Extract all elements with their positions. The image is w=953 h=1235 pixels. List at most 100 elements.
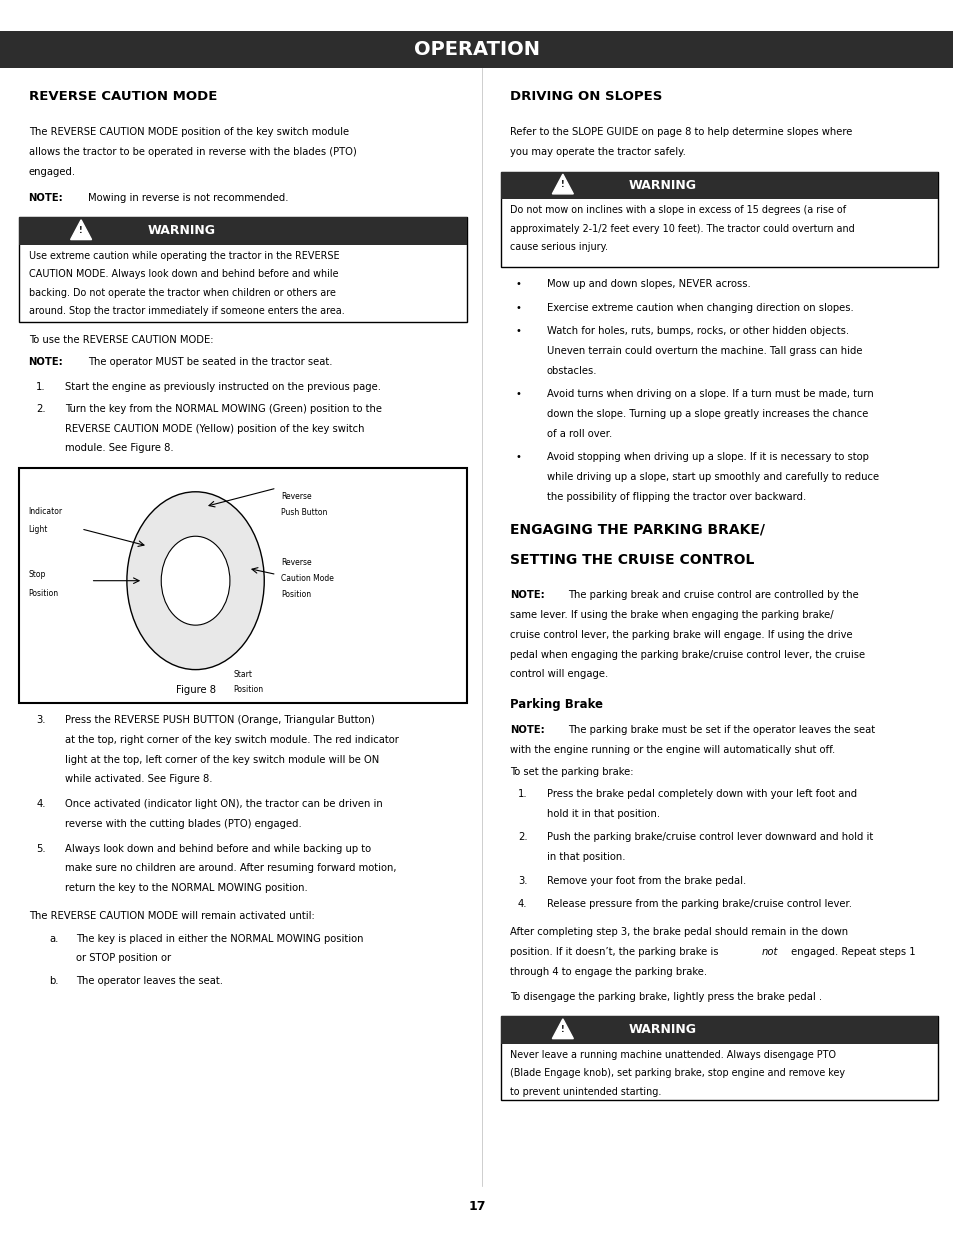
Text: position. If it doesn’t, the parking brake is: position. If it doesn’t, the parking bra… <box>510 947 721 957</box>
Text: Never leave a running machine unattended. Always disengage PTO: Never leave a running machine unattended… <box>510 1050 836 1060</box>
FancyBboxPatch shape <box>500 172 937 267</box>
Text: The REVERSE CAUTION MODE position of the key switch module: The REVERSE CAUTION MODE position of the… <box>29 127 349 137</box>
Text: Refer to the SLOPE GUIDE on page 8 to help determine slopes where: Refer to the SLOPE GUIDE on page 8 to he… <box>510 127 852 137</box>
Polygon shape <box>552 1019 573 1039</box>
Text: Exercise extreme caution when changing direction on slopes.: Exercise extreme caution when changing d… <box>546 303 853 312</box>
Circle shape <box>161 536 230 625</box>
Text: 3.: 3. <box>36 715 46 725</box>
Text: Avoid turns when driving on a slope. If a turn must be made, turn: Avoid turns when driving on a slope. If … <box>546 389 873 399</box>
Text: at the top, right corner of the key switch module. The red indicator: at the top, right corner of the key swit… <box>65 735 398 745</box>
Text: Once activated (indicator light ON), the tractor can be driven in: Once activated (indicator light ON), the… <box>65 799 382 809</box>
Text: SETTING THE CRUISE CONTROL: SETTING THE CRUISE CONTROL <box>510 553 754 567</box>
Text: backing. Do not operate the tractor when children or others are: backing. Do not operate the tractor when… <box>29 288 335 298</box>
Text: 3.: 3. <box>517 876 527 885</box>
Text: To use the REVERSE CAUTION MODE:: To use the REVERSE CAUTION MODE: <box>29 335 213 345</box>
Text: REVERSE CAUTION MODE (Yellow) position of the key switch: REVERSE CAUTION MODE (Yellow) position o… <box>65 424 364 433</box>
Text: The operator leaves the seat.: The operator leaves the seat. <box>76 976 223 986</box>
Text: or STOP position or: or STOP position or <box>76 953 172 963</box>
Text: 17: 17 <box>468 1199 485 1213</box>
Text: with the engine running or the engine will automatically shut off.: with the engine running or the engine wi… <box>510 745 835 755</box>
Text: control will engage.: control will engage. <box>510 669 608 679</box>
Text: 1.: 1. <box>517 789 527 799</box>
Text: not: not <box>760 947 777 957</box>
Text: To set the parking brake:: To set the parking brake: <box>510 767 633 777</box>
Text: engaged. Repeat steps 1: engaged. Repeat steps 1 <box>787 947 915 957</box>
Text: 2.: 2. <box>517 832 527 842</box>
Text: around. Stop the tractor immediately if someone enters the area.: around. Stop the tractor immediately if … <box>29 306 344 316</box>
FancyBboxPatch shape <box>19 217 467 245</box>
Text: down the slope. Turning up a slope greatly increases the chance: down the slope. Turning up a slope great… <box>546 409 867 419</box>
Text: Remove your foot from the brake pedal.: Remove your foot from the brake pedal. <box>546 876 745 885</box>
Text: NOTE:: NOTE: <box>510 725 544 735</box>
Text: reverse with the cutting blades (PTO) engaged.: reverse with the cutting blades (PTO) en… <box>65 819 301 829</box>
FancyBboxPatch shape <box>500 1016 937 1100</box>
Text: Position: Position <box>281 590 312 599</box>
Text: Press the brake pedal completely down with your left foot and: Press the brake pedal completely down wi… <box>546 789 856 799</box>
Text: NOTE:: NOTE: <box>29 357 63 367</box>
Text: Turn the key from the NORMAL MOWING (Green) position to the: Turn the key from the NORMAL MOWING (Gre… <box>65 404 381 414</box>
FancyBboxPatch shape <box>500 1016 937 1044</box>
Text: light at the top, left corner of the key switch module will be ON: light at the top, left corner of the key… <box>65 755 378 764</box>
Text: cruise control lever, the parking brake will engage. If using the drive: cruise control lever, the parking brake … <box>510 630 852 640</box>
Text: Always look down and behind before and while backing up to: Always look down and behind before and w… <box>65 844 371 853</box>
Text: !: ! <box>560 1025 564 1034</box>
Text: Position: Position <box>233 685 264 694</box>
Text: engaged.: engaged. <box>29 167 75 177</box>
Text: (Blade Engage knob), set parking brake, stop engine and remove key: (Blade Engage knob), set parking brake, … <box>510 1068 844 1078</box>
Text: to prevent unintended starting.: to prevent unintended starting. <box>510 1087 661 1097</box>
Text: The parking break and cruise control are controlled by the: The parking break and cruise control are… <box>567 590 858 600</box>
Text: Stop: Stop <box>29 571 46 579</box>
Text: WARNING: WARNING <box>628 179 697 191</box>
Text: •: • <box>515 452 520 462</box>
Text: Mow up and down slopes, NEVER across.: Mow up and down slopes, NEVER across. <box>546 279 750 289</box>
Text: Position: Position <box>29 589 59 598</box>
Text: CAUTION MODE. Always look down and behind before and while: CAUTION MODE. Always look down and behin… <box>29 269 337 279</box>
Text: allows the tractor to be operated in reverse with the blades (PTO): allows the tractor to be operated in rev… <box>29 147 356 157</box>
Text: Light: Light <box>29 525 48 534</box>
Text: obstacles.: obstacles. <box>546 366 597 375</box>
Text: Uneven terrain could overturn the machine. Tall grass can hide: Uneven terrain could overturn the machin… <box>546 346 862 356</box>
Text: The parking brake must be set if the operator leaves the seat: The parking brake must be set if the ope… <box>567 725 874 735</box>
Text: cause serious injury.: cause serious injury. <box>510 242 608 252</box>
Text: 2.: 2. <box>36 404 46 414</box>
Text: Start the engine as previously instructed on the previous page.: Start the engine as previously instructe… <box>65 382 380 391</box>
Text: •: • <box>515 326 520 336</box>
Text: •: • <box>515 389 520 399</box>
Text: !: ! <box>79 226 83 235</box>
Text: NOTE:: NOTE: <box>29 193 63 203</box>
Text: Mowing in reverse is not recommended.: Mowing in reverse is not recommended. <box>88 193 288 203</box>
Text: Do not mow on inclines with a slope in excess of 15 degrees (a rise of: Do not mow on inclines with a slope in e… <box>510 205 845 215</box>
Text: Caution Mode: Caution Mode <box>281 574 334 583</box>
Text: Reverse: Reverse <box>281 558 312 567</box>
Text: REVERSE CAUTION MODE: REVERSE CAUTION MODE <box>29 90 216 104</box>
Text: Watch for holes, ruts, bumps, rocks, or other hidden objects.: Watch for holes, ruts, bumps, rocks, or … <box>546 326 848 336</box>
Text: The key is placed in either the NORMAL MOWING position: The key is placed in either the NORMAL M… <box>76 934 363 944</box>
Text: you may operate the tractor safely.: you may operate the tractor safely. <box>510 147 685 157</box>
Polygon shape <box>552 174 573 194</box>
Text: approximately 2-1/2 feet every 10 feet). The tractor could overturn and: approximately 2-1/2 feet every 10 feet).… <box>510 224 854 233</box>
Text: the possibility of flipping the tractor over backward.: the possibility of flipping the tractor … <box>546 492 805 501</box>
Text: hold it in that position.: hold it in that position. <box>546 809 659 819</box>
Text: a.: a. <box>50 934 59 944</box>
Text: The operator MUST be seated in the tractor seat.: The operator MUST be seated in the tract… <box>88 357 332 367</box>
FancyBboxPatch shape <box>0 31 953 68</box>
Text: Release pressure from the parking brake/cruise control lever.: Release pressure from the parking brake/… <box>546 899 851 909</box>
FancyBboxPatch shape <box>19 217 467 322</box>
Text: OPERATION: OPERATION <box>414 40 539 59</box>
Polygon shape <box>71 220 91 240</box>
Text: 4.: 4. <box>517 899 527 909</box>
Text: Push the parking brake/cruise control lever downward and hold it: Push the parking brake/cruise control le… <box>546 832 872 842</box>
FancyBboxPatch shape <box>19 468 467 703</box>
Text: of a roll over.: of a roll over. <box>546 429 611 438</box>
Text: Parking Brake: Parking Brake <box>510 698 602 711</box>
Text: pedal when engaging the parking brake/cruise control lever, the cruise: pedal when engaging the parking brake/cr… <box>510 650 864 659</box>
Text: WARNING: WARNING <box>628 1024 697 1036</box>
Text: Reverse: Reverse <box>281 492 312 500</box>
Text: NOTE:: NOTE: <box>510 590 544 600</box>
Circle shape <box>127 492 264 669</box>
FancyBboxPatch shape <box>500 172 937 199</box>
Text: same lever. If using the brake when engaging the parking brake/: same lever. If using the brake when enga… <box>510 610 833 620</box>
Text: After completing step 3, the brake pedal should remain in the down: After completing step 3, the brake pedal… <box>510 927 847 937</box>
Text: Push Button: Push Button <box>281 508 328 516</box>
Text: Indicator: Indicator <box>29 508 63 516</box>
